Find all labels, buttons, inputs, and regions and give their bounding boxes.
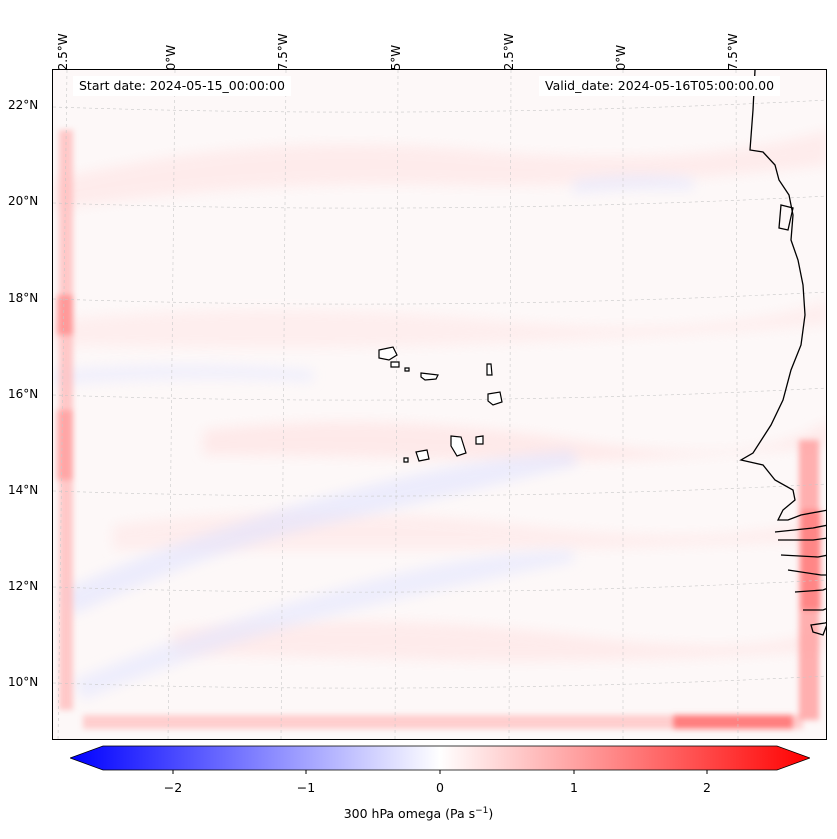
island-sao-nicolau [420,372,439,381]
boundary-artefacts [57,130,821,729]
colorbar-graphic [68,745,812,774]
lat-label-12n: 12°N [8,579,39,593]
island-sal [486,363,493,376]
map-panel [52,69,827,740]
cape-verde-islands [378,346,503,463]
island-maio [475,435,484,445]
colorbar [68,745,812,775]
coastline [739,70,826,636]
lat-label-22n: 22°N [8,98,39,112]
start-date-label: Start date: 2024-05-15_00:00:00 [73,76,291,96]
colorbar-title: 300 hPa omega (Pa s−1) [0,806,837,821]
cb-tick-label: 2 [703,780,711,795]
island-brava [403,457,409,463]
cb-tick-label: 1 [570,780,578,795]
colorbar-title-end: ) [488,806,494,822]
positive-bands [53,130,826,662]
colorbar-title-exponent: −1 [475,806,489,816]
island-boa-vista [487,391,503,406]
valid-date-label: Valid_date: 2024-05-16T05:00:00.00 [539,76,781,96]
island-fogo [415,449,430,462]
cb-tick-label: −1 [296,780,316,795]
cb-tick-label: 0 [436,780,444,795]
lat-label-16n: 16°N [8,387,39,401]
lat-label-10n: 10°N [8,675,39,689]
cb-tick-label: −2 [163,780,183,795]
lat-label-20n: 20°N [8,194,39,208]
lat-label-14n: 14°N [8,483,39,497]
graticule [53,70,826,739]
island-santo-antao [378,346,398,361]
island-santiago [450,435,467,457]
island-santa-luzia [404,367,410,372]
negative-bands [53,174,693,700]
colorbar-title-main: 300 hPa omega (Pa s [343,806,476,822]
omega-field-map [53,70,826,739]
lat-label-18n: 18°N [8,291,39,305]
island-sao-vicente [390,361,400,368]
